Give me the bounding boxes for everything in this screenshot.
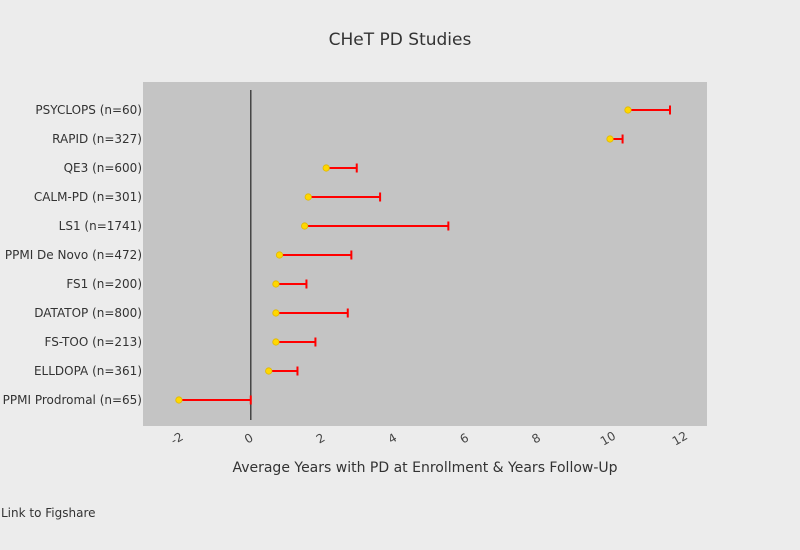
- data-point[interactable]: [275, 251, 284, 259]
- data-point[interactable]: [175, 396, 183, 404]
- chart-title: CHeT PD Studies: [329, 30, 472, 50]
- category-label: QE3 (n=600): [64, 161, 142, 175]
- category-label: DATATOP (n=800): [34, 306, 142, 320]
- x-axis-title: Average Years with PD at Enrollment & Ye…: [232, 460, 617, 476]
- data-point[interactable]: [301, 222, 309, 230]
- category-label: FS1 (n=200): [66, 277, 142, 291]
- x-tick-label: -2: [168, 429, 185, 447]
- data-point[interactable]: [304, 193, 312, 201]
- x-tick-label: 6: [458, 431, 472, 447]
- x-tick-label: 0: [242, 431, 256, 447]
- data-point[interactable]: [265, 367, 273, 375]
- plot-area: [143, 82, 707, 426]
- category-label: RAPID (n=327): [52, 132, 142, 146]
- x-tick-label: 8: [529, 431, 543, 447]
- data-point[interactable]: [272, 280, 280, 288]
- category-label: ELLDOPA (n=361): [34, 364, 142, 378]
- data-point[interactable]: [606, 135, 614, 143]
- category-label: PPMI De Novo (n=472): [5, 248, 142, 262]
- figshare-link[interactable]: Link to Figshare: [1, 506, 96, 520]
- data-point[interactable]: [272, 309, 280, 317]
- data-point[interactable]: [322, 164, 330, 172]
- category-label: PPMI Prodromal (n=65): [3, 393, 142, 407]
- category-label: PSYCLOPS (n=60): [35, 103, 142, 117]
- x-tick-label: 2: [314, 431, 328, 447]
- x-tick-label: 10: [598, 429, 618, 449]
- category-label: LS1 (n=1741): [59, 219, 142, 233]
- data-point[interactable]: [272, 338, 280, 346]
- data-point[interactable]: [624, 106, 632, 114]
- category-label: FS-TOO (n=213): [45, 335, 143, 349]
- x-tick-label: 4: [386, 431, 400, 447]
- category-label: CALM-PD (n=301): [34, 190, 142, 204]
- x-tick-label: 12: [670, 429, 690, 449]
